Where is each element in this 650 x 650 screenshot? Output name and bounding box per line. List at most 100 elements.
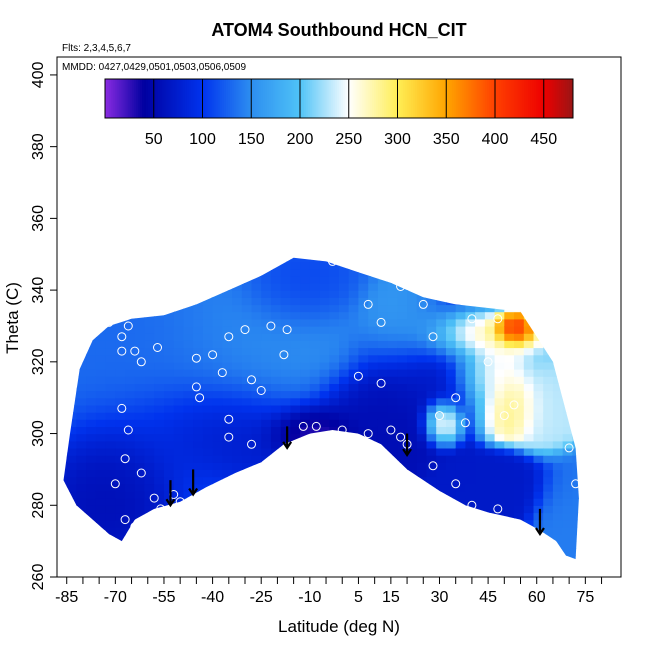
heatmap-cell: [63, 469, 68, 478]
heatmap-cell: [397, 326, 408, 334]
heatmap-cell: [455, 257, 466, 262]
heatmap-cell: [582, 527, 592, 535]
heatmap-cell: [348, 354, 359, 363]
observation-point: [159, 511, 169, 521]
heatmap-cell: [602, 269, 612, 277]
heatmap-cell: [222, 505, 233, 514]
heatmap-cell: [106, 563, 116, 571]
heatmap-cell: [407, 455, 418, 463]
heatmap-cell: [66, 290, 77, 298]
heatmap-cell: [534, 563, 544, 571]
heatmap-cell: [202, 326, 214, 334]
heatmap-cell: [164, 354, 175, 363]
heatmap-cell: [416, 297, 428, 306]
heatmap-cell: [66, 361, 77, 370]
heatmap-cell: [270, 326, 282, 334]
heatmap-cell: [368, 498, 379, 506]
heatmap-cell: [183, 326, 194, 334]
heatmap-cell: [309, 383, 321, 392]
observation-point: [104, 317, 114, 327]
heatmap-cell: [290, 347, 301, 356]
heatmap-cell: [76, 347, 87, 356]
heatmap-cell: [446, 526, 457, 535]
heatmap-cell: [76, 333, 87, 341]
heatmap-cell: [290, 257, 301, 262]
heatmap-cell: [552, 519, 564, 528]
heatmap-cell: [280, 275, 291, 284]
heatmap-cell: [475, 340, 486, 349]
heatmap-cell: [241, 390, 253, 399]
heatmap-cell: [86, 483, 97, 492]
heatmap-cell: [144, 354, 155, 363]
heatmap-cell: [270, 383, 282, 392]
heatmap-cell: [436, 519, 447, 528]
heatmap-cell: [572, 570, 582, 578]
heatmap-cell: [66, 519, 77, 528]
heatmap-cell: [387, 311, 398, 320]
heatmap-cell: [105, 433, 116, 442]
heatmap-cell: [242, 247, 252, 255]
heatmap-cell: [125, 297, 136, 306]
heatmap-cell: [368, 412, 379, 420]
heatmap-cell: [280, 304, 291, 313]
heatmap-cell: [76, 490, 87, 499]
x-tick-label: -10: [298, 589, 321, 606]
heatmap-cell: [484, 412, 496, 420]
heatmap-cell: [329, 419, 340, 427]
heatmap-cell: [63, 257, 68, 262]
heatmap-cell: [572, 419, 579, 427]
heatmap-cell: [456, 570, 466, 578]
heatmap-cell: [280, 555, 291, 560]
heatmap-cell: [446, 361, 457, 370]
heatmap-cell: [611, 426, 621, 434]
heatmap-cell: [115, 526, 126, 535]
heatmap-cell: [319, 433, 330, 442]
heatmap-cell: [592, 348, 602, 356]
heatmap-cell: [339, 268, 350, 277]
heatmap-cell: [202, 290, 214, 298]
heatmap-cell: [602, 340, 612, 348]
heatmap-cell: [368, 268, 379, 277]
heatmap-cell: [387, 390, 398, 399]
heatmap-cell: [543, 469, 554, 478]
heatmap-cell: [358, 275, 369, 284]
heatmap-cell: [251, 548, 262, 557]
heatmap-cell: [611, 312, 621, 320]
heatmap-cell: [514, 333, 525, 341]
heatmap-cell: [602, 484, 612, 492]
heatmap-cell: [455, 340, 466, 349]
heatmap-cell: [125, 419, 136, 427]
heatmap-cell: [241, 490, 253, 499]
heatmap-cell: [280, 333, 291, 341]
heatmap-cell: [105, 304, 116, 313]
heatmap-cell: [562, 275, 573, 284]
observation-point: [460, 418, 470, 428]
heatmap-cell: [446, 347, 457, 356]
heatmap-cell: [358, 447, 369, 456]
heatmap-cell: [280, 326, 291, 334]
heatmap-cell: [602, 326, 612, 334]
heatmap-cell: [524, 563, 534, 571]
heatmap-cell: [261, 268, 272, 277]
heatmap-cell: [232, 282, 243, 291]
heatmap-cell: [494, 397, 505, 406]
heatmap-cell: [426, 541, 437, 549]
heatmap-cell: [592, 319, 602, 327]
heatmap-cell: [261, 469, 272, 478]
heatmap-cell: [164, 304, 175, 313]
heatmap-cell: [455, 297, 466, 306]
heatmap-cell: [592, 412, 602, 420]
heatmap-cell: [290, 563, 300, 571]
heatmap-cell: [183, 354, 194, 363]
heatmap-cell: [543, 483, 554, 492]
heatmap-cell: [212, 290, 223, 298]
heatmap-cell: [95, 419, 107, 427]
heatmap-cell: [202, 555, 214, 560]
heatmap-cell: [397, 426, 408, 435]
plot-frame: [56, 56, 622, 578]
heatmap-cell: [504, 318, 515, 327]
heatmap-cell: [319, 369, 330, 377]
heatmap-cell: [397, 383, 408, 392]
heatmap-cell: [105, 548, 116, 557]
heatmap-cell: [66, 483, 77, 492]
